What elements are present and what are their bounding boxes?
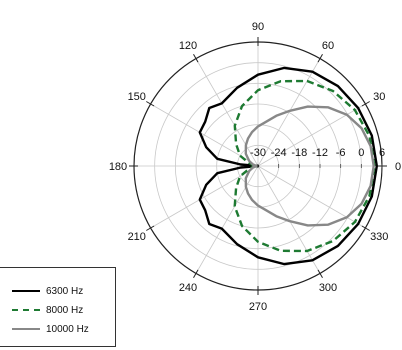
angle-label-0: 0 bbox=[395, 161, 401, 173]
angle-label-10: 300 bbox=[319, 282, 337, 294]
legend-swatch-1 bbox=[12, 309, 40, 311]
legend-item-1: 8000 Hz bbox=[12, 303, 83, 317]
legend-swatch-0 bbox=[12, 290, 40, 292]
radial-label-0: -30 bbox=[250, 147, 266, 159]
radial-label-1: -24 bbox=[271, 147, 287, 159]
angle-tick-11 bbox=[361, 225, 370, 231]
grid-spoke-11 bbox=[257, 165, 366, 229]
radial-label-2: -18 bbox=[291, 147, 307, 159]
angle-tick-4 bbox=[193, 54, 199, 63]
angle-tick-1 bbox=[361, 101, 370, 107]
angle-tick-10 bbox=[317, 269, 323, 278]
angle-tick-5 bbox=[146, 101, 155, 107]
legend-label-0: 6300 Hz bbox=[46, 285, 84, 297]
angle-label-11: 330 bbox=[370, 231, 388, 243]
grid-spoke-8 bbox=[195, 165, 259, 274]
legend-label-2: 10000 Hz bbox=[46, 323, 89, 335]
angle-label-8: 240 bbox=[179, 282, 197, 294]
angle-label-6: 180 bbox=[109, 161, 127, 173]
grid-spoke-4 bbox=[195, 58, 259, 167]
legend-item-2: 10000 Hz bbox=[12, 322, 89, 336]
series-line-2 bbox=[244, 105, 375, 227]
angle-label-4: 120 bbox=[179, 40, 197, 52]
angle-label-7: 210 bbox=[128, 231, 146, 243]
angle-label-5: 150 bbox=[128, 91, 146, 103]
radial-label-6: 6 bbox=[379, 147, 385, 159]
legend-swatch-2 bbox=[12, 328, 40, 330]
angle-label-9: 270 bbox=[249, 301, 267, 313]
legend-label-1: 8000 Hz bbox=[46, 304, 84, 316]
angle-label-3: 90 bbox=[252, 21, 264, 33]
grid-spoke-5 bbox=[150, 103, 259, 167]
angle-tick-7 bbox=[146, 225, 155, 231]
angle-label-2: 60 bbox=[322, 40, 334, 52]
legend-item-0: 6300 Hz bbox=[12, 284, 83, 298]
radial-label-5: 0 bbox=[358, 147, 364, 159]
angle-tick-8 bbox=[193, 269, 199, 278]
angle-label-1: 30 bbox=[373, 91, 385, 103]
angle-tick-2 bbox=[317, 54, 323, 63]
radial-label-3: -12 bbox=[312, 147, 328, 159]
legend: 6300 Hz 8000 Hz 10000 Hz bbox=[0, 267, 116, 347]
radial-label-4: -6 bbox=[336, 147, 346, 159]
series-line-1 bbox=[233, 79, 376, 253]
grid-spoke-7 bbox=[150, 165, 259, 229]
